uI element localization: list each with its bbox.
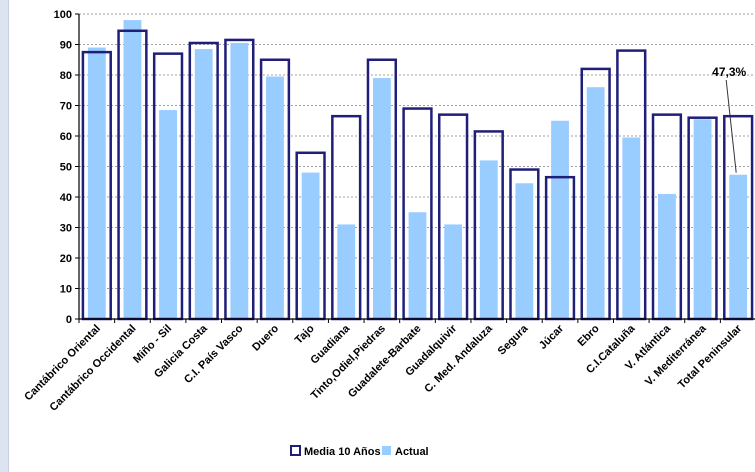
bar-actual <box>551 120 569 319</box>
y-tick-label: 60 <box>60 131 72 143</box>
bar-actual <box>693 119 712 319</box>
y-tick-label: 0 <box>66 314 72 326</box>
legend-swatch-actual <box>382 446 391 455</box>
category-label: Total Peninsular <box>676 322 745 391</box>
bar-actual <box>586 87 605 319</box>
axes <box>75 13 755 323</box>
bar-chart: 0 10 20 30 40 50 60 70 80 90 100 Cantábrico Orient… <box>22 9 755 458</box>
y-tick-label: 40 <box>60 192 72 204</box>
category-label: Ebro <box>576 322 602 348</box>
bar-actual <box>515 183 534 319</box>
bar-actual <box>658 193 676 319</box>
bar-actual <box>301 172 320 319</box>
category-label: Júcar <box>537 322 567 352</box>
y-tick-label: 80 <box>60 70 72 82</box>
bar-actual <box>87 47 106 320</box>
chart-frame: 0 10 20 30 40 50 60 70 80 90 100 Cantábrico Orient… <box>8 0 755 472</box>
category-label: Tajo <box>293 322 317 346</box>
legend-swatch-media-10-anos <box>290 445 301 456</box>
gridlines <box>79 13 755 289</box>
bar-actual <box>123 20 142 319</box>
bar-actual <box>622 137 641 319</box>
y-tick-labels: 0 10 20 30 40 50 60 70 80 90 100 <box>54 9 72 326</box>
bar-actual <box>159 110 177 319</box>
y-tick-label: 90 <box>60 40 72 52</box>
annotation-leader <box>725 79 737 173</box>
category-label: C. Med. Andaluza <box>422 322 495 395</box>
y-tick-label: 30 <box>60 223 72 235</box>
bar-actual <box>408 212 427 319</box>
annotation-label: 47,3% <box>712 65 746 79</box>
bar-actual <box>194 49 213 319</box>
bar-actual <box>729 174 748 319</box>
bar-actual <box>266 76 284 320</box>
category-label: Duero <box>250 322 281 353</box>
legend-label-media-10-anos: Media 10 Años <box>304 446 381 458</box>
legend-label-actual: Actual <box>395 446 429 458</box>
bar-actual <box>337 224 356 319</box>
y-tick-label: 100 <box>54 9 72 21</box>
y-tick-label: 10 <box>60 284 72 296</box>
legend: Media 10 Años Actual <box>290 445 429 458</box>
annotation: 47,3% <box>712 65 747 173</box>
category-label: Segura <box>496 322 531 357</box>
y-tick-label: 20 <box>60 253 72 265</box>
bar-actual <box>372 78 391 319</box>
bar-actual <box>230 42 249 319</box>
y-tick-label: 70 <box>60 101 72 113</box>
category-label: V. Mediterránea <box>643 322 709 388</box>
y-tick-label: 50 <box>60 162 72 174</box>
bars <box>81 20 754 321</box>
bar-actual <box>479 160 498 319</box>
bar-actual <box>444 224 463 319</box>
